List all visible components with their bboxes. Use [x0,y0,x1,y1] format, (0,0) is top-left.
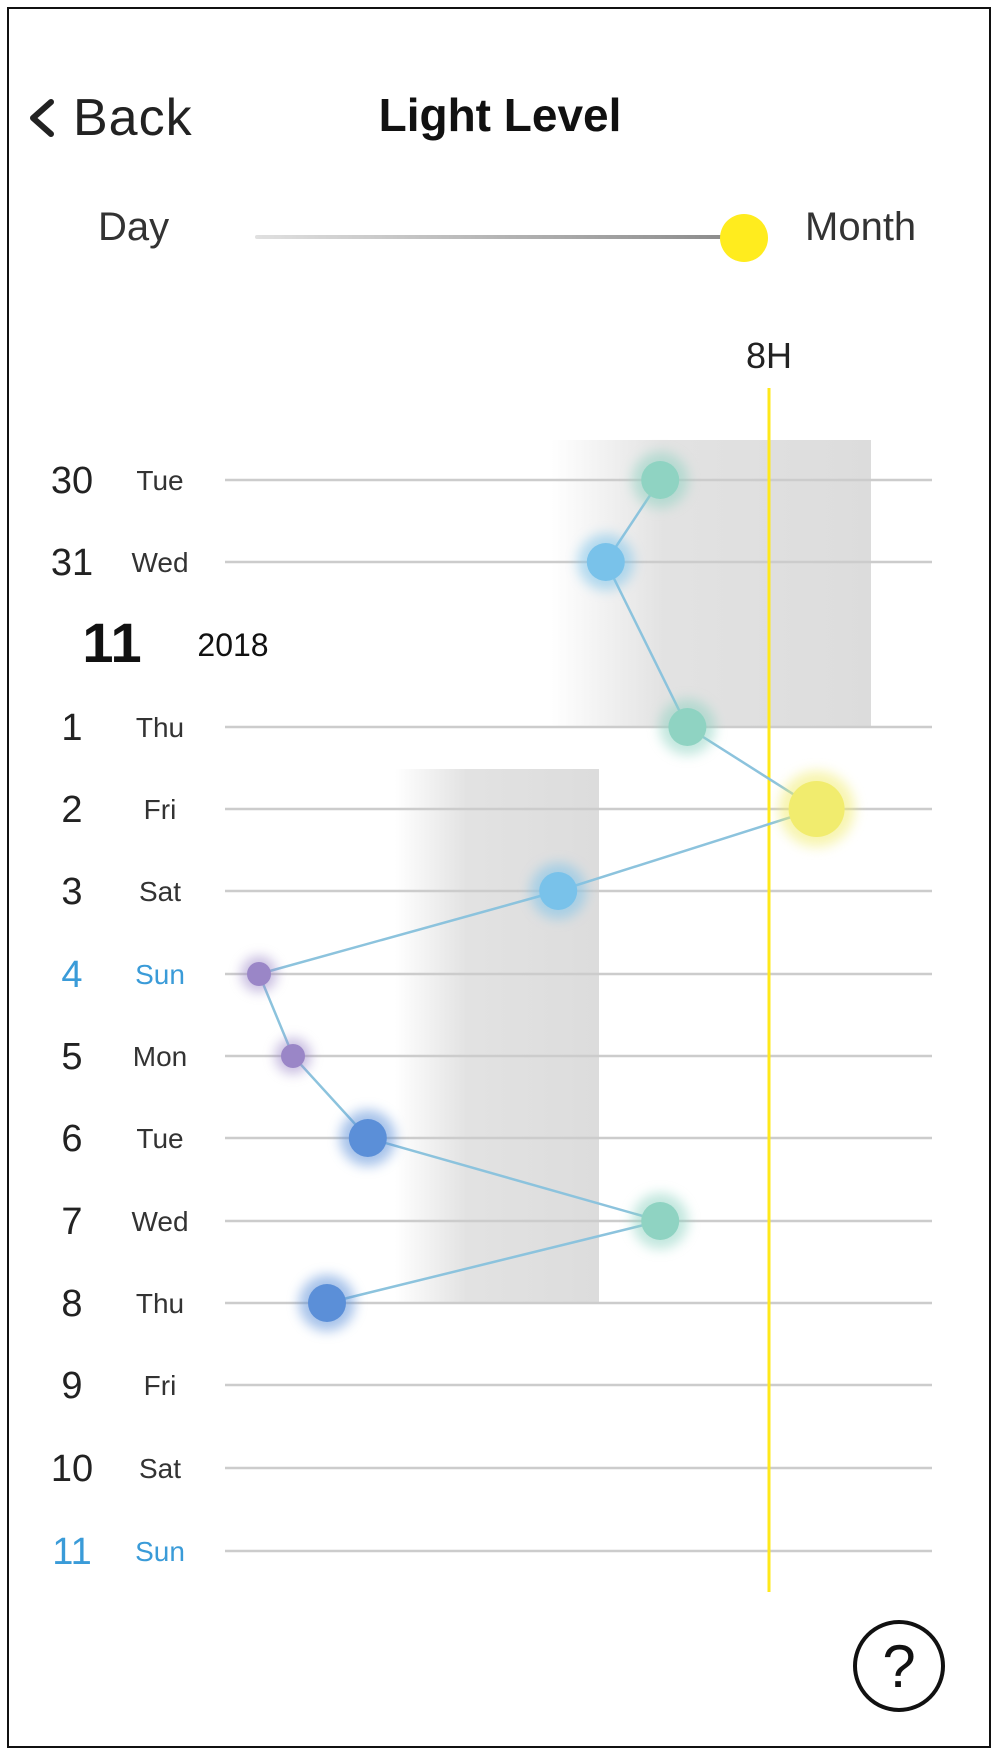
day-number-label: 11 [52,1531,91,1573]
day-number-label: 30 [51,460,93,502]
data-point[interactable] [241,956,277,992]
data-point[interactable] [632,452,689,508]
weekday-label: Wed [131,547,188,578]
toggle-day-label[interactable]: Day [98,205,170,249]
day-number-label: 6 [61,1118,82,1160]
chevron-left-icon [30,99,54,137]
weekday-label: Wed [131,1206,188,1237]
slider-track [255,235,725,239]
data-point[interactable] [275,1038,311,1074]
slider-knob[interactable] [720,214,768,262]
day-month-slider[interactable] [255,214,768,262]
day-number-label: 2 [61,789,82,831]
light-trend-line [257,479,820,1305]
reference-line-label: 8H [746,335,792,376]
screen-frame [7,7,991,1748]
weekday-label: Tue [136,465,183,496]
back-label: Back [73,89,193,147]
month-number: 11 [82,611,141,674]
weekday-label: Sat [139,876,181,907]
day-number-label: 5 [61,1036,82,1078]
data-point[interactable] [299,1275,355,1331]
weekday-label: Sun [135,959,185,990]
help-button[interactable]: ? [853,1620,945,1712]
weekday-label: Thu [136,1288,184,1319]
data-point[interactable] [530,863,587,919]
weekday-label: Sat [139,1453,181,1484]
day-number-label: 10 [51,1448,93,1490]
weekday-label: Fri [144,794,177,825]
data-point[interactable] [632,1193,689,1249]
data-point[interactable] [659,699,716,755]
week-shade-band [395,769,599,1303]
month-header: 11 2018 [82,611,268,674]
day-number-label: 8 [61,1283,82,1325]
day-number-label: 1 [61,707,82,749]
weekday-label: Fri [144,1370,177,1401]
data-point[interactable] [778,771,855,847]
light-level-chart: 8H 30 Tue 31 Wed 1 Thu 2 Fri 3 Sat 4 Sun 5 Mon 6 Tue 7 We… [51,335,932,1592]
weekday-label: Sun [135,1536,185,1567]
weekday-label: Mon [133,1041,187,1072]
day-number-label: 31 [51,542,93,584]
day-number-label: 7 [61,1201,82,1243]
back-button[interactable]: Back [25,88,193,148]
weekday-label: Thu [136,712,184,743]
day-number-label: 9 [61,1365,82,1407]
year-label: 2018 [197,627,268,663]
data-point[interactable] [577,534,634,590]
day-number-label: 4 [61,954,82,996]
page-title: Light Level [378,89,622,141]
day-number-label: 3 [61,871,82,913]
data-point[interactable] [339,1110,396,1166]
weekday-label: Tue [136,1123,183,1154]
toggle-month-label[interactable]: Month [805,205,917,249]
